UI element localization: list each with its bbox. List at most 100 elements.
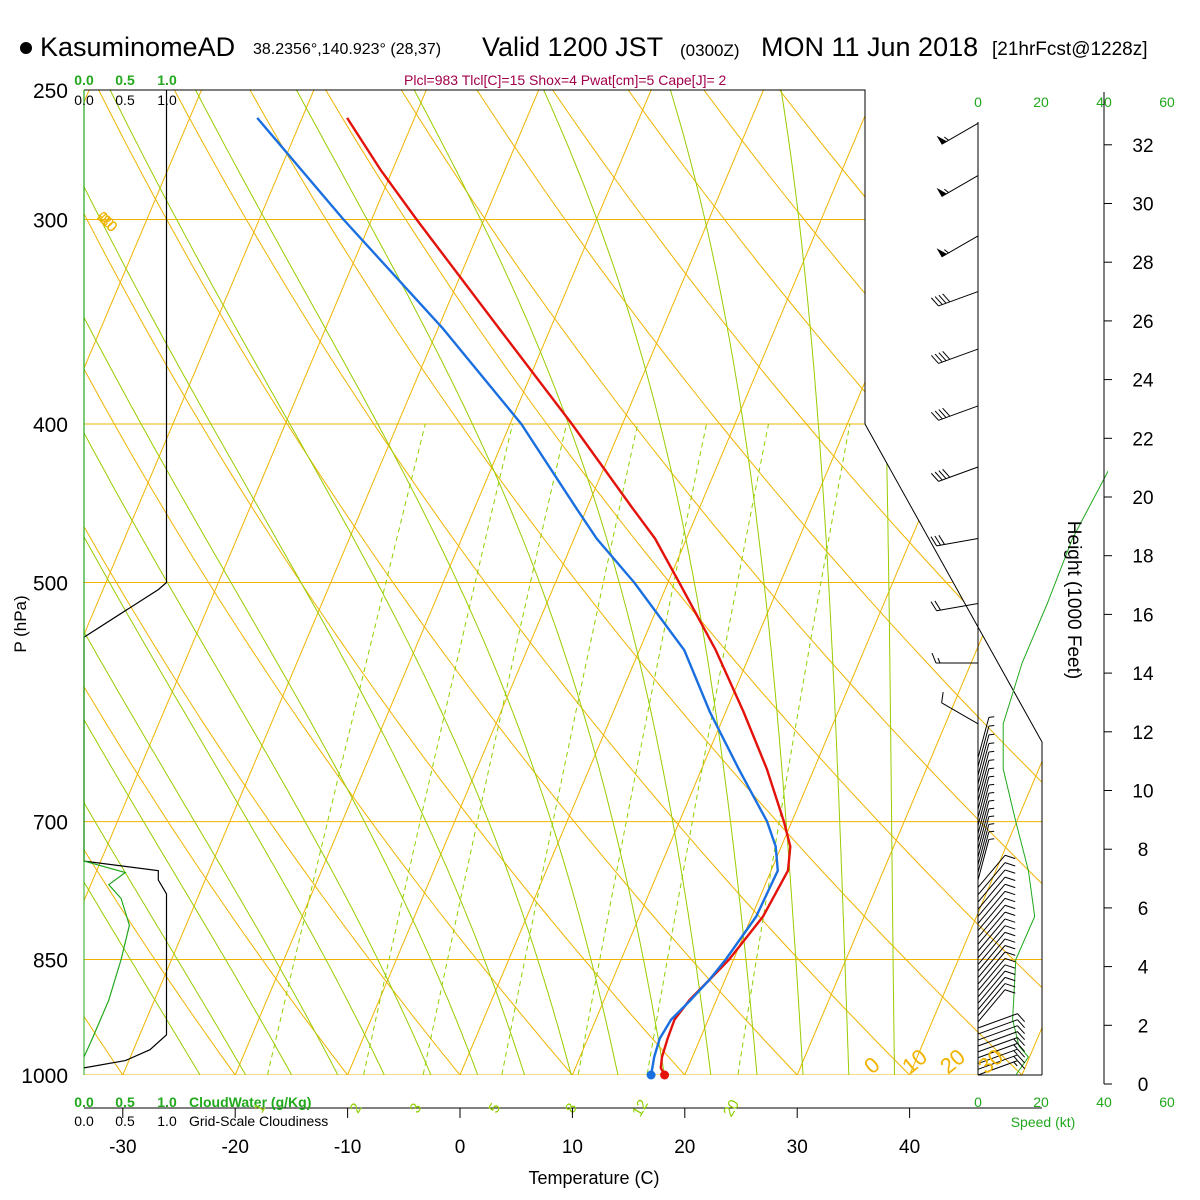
wind-barb-low — [977, 1048, 1026, 1065]
height-axis-title: Height (1000 Feet) — [1063, 521, 1084, 679]
barb-staff — [977, 951, 1006, 985]
wind-barb-low — [977, 1025, 1026, 1041]
barb-half-flag — [988, 775, 995, 778]
barb-staff — [977, 891, 1006, 924]
dewpoint-surface-point — [646, 1070, 656, 1080]
barb-flag — [1004, 989, 1016, 994]
barb-flag — [1004, 931, 1016, 937]
height-tick-label: 6 — [1138, 899, 1149, 920]
barb-flag — [934, 353, 943, 363]
barb-flag — [934, 535, 942, 546]
barb-staff — [977, 760, 990, 802]
station-name: KasuminomeAD — [40, 32, 236, 62]
mixing-ratio-line — [266, 423, 426, 1075]
barb-flag — [1004, 890, 1016, 896]
wind-barb-low — [977, 957, 1016, 991]
sounding-series — [256, 117, 792, 1080]
pressure-tick-label: 850 — [33, 950, 68, 973]
dry-adiabat-line — [84, 525, 461, 1075]
wind-barb-low — [977, 838, 995, 881]
moist-adiabat-line — [84, 431, 432, 1075]
barb-staff — [938, 291, 979, 307]
barb-staff — [977, 726, 990, 767]
barb-flag — [1004, 957, 1016, 963]
barb-staff — [977, 898, 1006, 931]
wind-barb-low — [977, 976, 1016, 1010]
barb-staff — [977, 743, 990, 785]
barb-half-flag — [1013, 1038, 1018, 1044]
dry-adiabat-line — [400, 90, 1042, 885]
wind-barb — [930, 405, 979, 421]
barb-flag — [1004, 854, 1016, 860]
temperature-tick-label: 10 — [562, 1137, 583, 1158]
dry-adiabat-line — [249, 90, 1023, 1075]
temperature-tick-label: 40 — [899, 1137, 920, 1158]
x-axis-title: Temperature (C) — [528, 1168, 659, 1188]
wind-barb-low — [977, 716, 995, 759]
dry-adiabat-line — [84, 1015, 124, 1075]
barb-staff — [977, 918, 1006, 952]
mixing-ratio-label: 20 — [720, 1097, 743, 1120]
mixing-ratio-label: 3 — [406, 1100, 425, 1116]
speed-clip-group — [1002, 470, 1108, 1075]
barb-staff — [977, 1031, 1018, 1047]
temperature-tick-label: 0 — [455, 1137, 466, 1158]
moist-adiabat-line — [780, 90, 850, 1075]
barb-flag — [941, 692, 944, 703]
speed-bottom-tick-label: 0 — [974, 1094, 982, 1110]
temperature-tick-label: -30 — [109, 1137, 136, 1158]
barb-flag — [1004, 945, 1016, 950]
barb-flag — [930, 601, 938, 612]
barb-half-flag — [988, 830, 995, 833]
height-tick-label: 12 — [1132, 723, 1153, 744]
wind-barb — [930, 466, 979, 482]
barb-staff — [977, 824, 990, 866]
barb-flag — [1004, 938, 1016, 943]
wind-barb — [930, 535, 979, 547]
wind-barb-low — [977, 759, 995, 802]
mixing-ratio-label: 8 — [562, 1100, 581, 1116]
wind-barb-low — [977, 931, 1016, 965]
barb-staff — [936, 603, 979, 612]
barb-half-flag — [988, 733, 995, 736]
cloudiness-legend: Grid-Scale Cloudiness — [189, 1113, 328, 1129]
height-tick-label: 22 — [1132, 429, 1153, 450]
barb-flag — [1004, 876, 1016, 881]
barb-half-flag — [988, 716, 995, 718]
barb-flag — [938, 352, 947, 362]
barb-staff — [977, 751, 990, 793]
wind-barb-low — [977, 904, 1016, 938]
isotherm-line — [909, 760, 1042, 1075]
mixing-ratio-line — [646, 423, 769, 1075]
height-tick-label: 28 — [1132, 253, 1153, 274]
wind-barb-low — [977, 883, 1016, 917]
barb-staff — [977, 816, 990, 858]
barb-half-flag — [988, 742, 995, 744]
moist-adiabat-line — [413, 90, 712, 1075]
moist-adiabat-line — [109, 90, 572, 1075]
wind-barb-low — [977, 925, 1016, 959]
barb-half-flag — [1013, 1044, 1018, 1050]
isotherm-line — [84, 90, 315, 636]
barb-staff — [938, 466, 979, 482]
barb-half-flag — [988, 791, 995, 794]
temperature-surface-point — [660, 1070, 670, 1080]
pressure-tick-label: 400 — [33, 414, 68, 437]
moist-adiabat-line — [84, 718, 293, 1075]
barb-flag — [1017, 1013, 1026, 1023]
barb-flag — [1004, 964, 1016, 969]
moist-adiabat-line — [84, 185, 526, 1075]
barb-half-flag — [988, 725, 995, 727]
height-tick-label: 30 — [1132, 195, 1153, 216]
wind-barb-low — [977, 823, 995, 866]
barb-flag — [930, 536, 938, 547]
speed-axis-title: Speed (kt) — [1011, 1114, 1076, 1130]
barb-flag — [1004, 883, 1016, 889]
wind-barb — [936, 122, 979, 145]
barb-staff — [977, 1025, 1018, 1041]
wind-barb-low — [977, 989, 1016, 1023]
height-tick-label: 18 — [1132, 547, 1153, 568]
barb-staff — [977, 970, 1006, 1004]
dry-adiabat-line — [84, 212, 686, 1075]
